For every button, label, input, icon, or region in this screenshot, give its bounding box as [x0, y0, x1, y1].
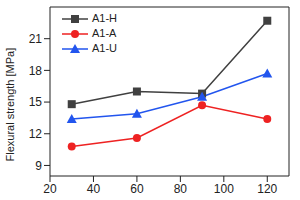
svg-text:9: 9 [35, 159, 42, 173]
svg-text:12: 12 [29, 127, 43, 141]
svg-text:100: 100 [214, 182, 234, 196]
html-text:A1-H: A1-H [92, 12, 118, 24]
svg-text:21: 21 [29, 32, 43, 46]
svg-text:20: 20 [43, 182, 57, 196]
svg-text:120: 120 [257, 182, 277, 196]
svg-text:18: 18 [29, 64, 43, 78]
svg-text:80: 80 [174, 182, 188, 196]
svg-text:15: 15 [29, 95, 43, 109]
html-text:A1-U: A1-U [92, 42, 118, 54]
html-text:A1-A: A1-A [92, 27, 117, 39]
svg-text:60: 60 [130, 182, 144, 196]
svg-text:40: 40 [87, 182, 101, 196]
svg-text:Flexural strength [MPa]: Flexural strength [MPa] [8, 48, 16, 162]
